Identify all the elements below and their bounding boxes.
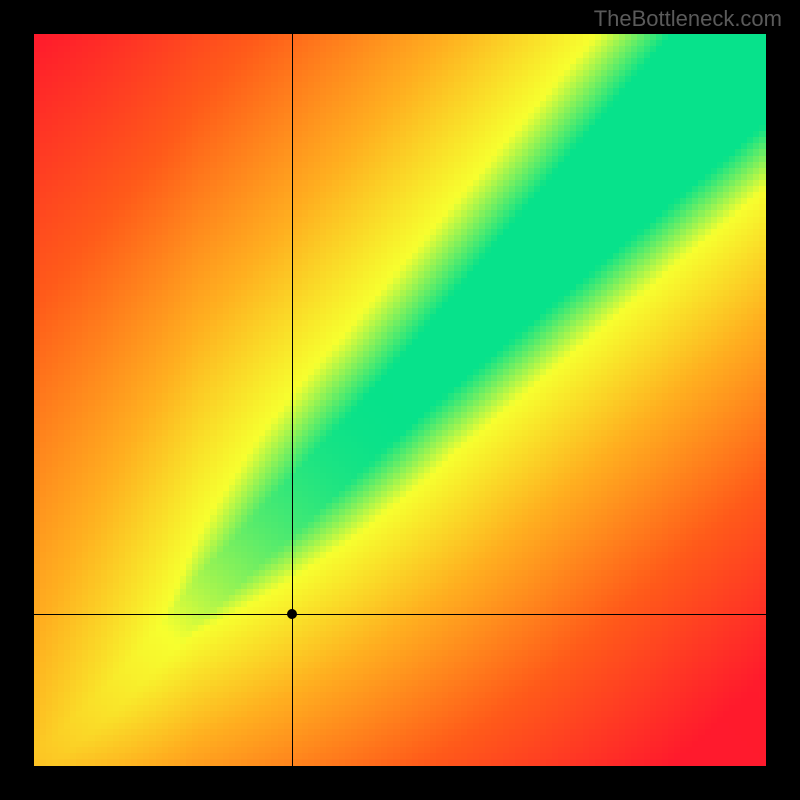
chart-container: TheBottleneck.com bbox=[0, 0, 800, 800]
crosshair-horizontal bbox=[34, 614, 766, 615]
frame-border-right bbox=[766, 0, 800, 800]
frame-border-left bbox=[0, 0, 34, 800]
bottleneck-heatmap bbox=[34, 34, 766, 766]
watermark-text: TheBottleneck.com bbox=[594, 6, 782, 32]
frame-border-bottom bbox=[0, 766, 800, 800]
crosshair-marker-dot bbox=[287, 609, 297, 619]
crosshair-vertical bbox=[292, 34, 293, 766]
